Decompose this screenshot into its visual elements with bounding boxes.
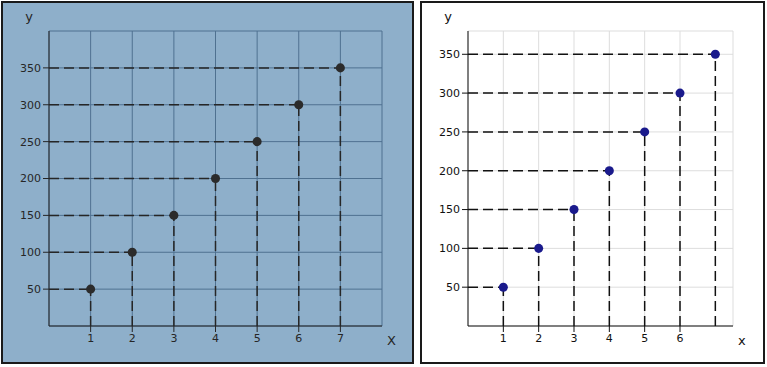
svg-text:5: 5 (254, 332, 261, 345)
svg-text:3: 3 (571, 332, 578, 345)
svg-text:2: 2 (535, 332, 542, 345)
svg-text:150: 150 (20, 209, 41, 222)
svg-text:250: 250 (439, 126, 460, 139)
svg-text:y: y (25, 9, 33, 24)
svg-text:200: 200 (20, 172, 41, 185)
svg-text:350: 350 (20, 62, 41, 75)
svg-text:X: X (387, 333, 396, 348)
svg-text:x: x (738, 333, 746, 348)
svg-text:5: 5 (641, 332, 648, 345)
svg-text:4: 4 (212, 332, 219, 345)
svg-text:150: 150 (439, 203, 460, 216)
svg-text:100: 100 (20, 246, 41, 259)
svg-text:50: 50 (446, 281, 460, 294)
svg-text:250: 250 (20, 136, 41, 149)
svg-text:4: 4 (606, 332, 613, 345)
svg-text:50: 50 (27, 283, 41, 296)
svg-text:100: 100 (439, 242, 460, 255)
svg-text:6: 6 (295, 332, 302, 345)
svg-text:2: 2 (129, 332, 136, 345)
svg-text:1: 1 (87, 332, 94, 345)
svg-text:1: 1 (500, 332, 507, 345)
svg-text:300: 300 (20, 99, 41, 112)
svg-text:6: 6 (677, 332, 684, 345)
svg-text:y: y (444, 9, 452, 24)
svg-text:350: 350 (439, 48, 460, 61)
svg-text:300: 300 (439, 87, 460, 100)
svg-text:200: 200 (439, 165, 460, 178)
svg-text:7: 7 (337, 332, 344, 345)
svg-text:3: 3 (170, 332, 177, 345)
